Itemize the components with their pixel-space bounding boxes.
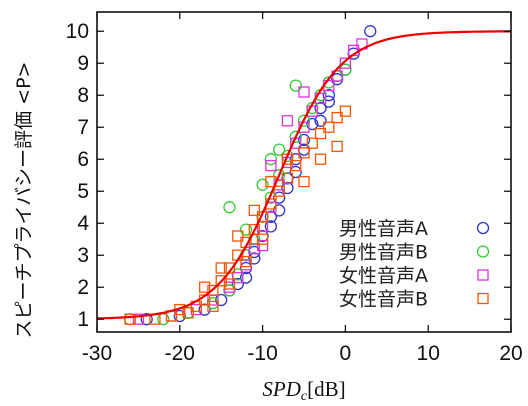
series-1-point (273, 204, 286, 217)
series-4-point (298, 147, 310, 159)
series-4-point (298, 175, 310, 188)
legend-label: 男性音声B (339, 242, 428, 264)
series-1-point (140, 313, 153, 326)
series-4-point (339, 105, 352, 117)
series-4-point (306, 137, 318, 149)
series-3-point (265, 159, 277, 172)
series-1-point (314, 114, 327, 127)
series-2-point (289, 130, 302, 143)
series-2-point (339, 63, 352, 76)
series-4-point (215, 275, 227, 287)
plot-marks (97, 25, 511, 326)
series-1-point (289, 165, 302, 179)
series-1-point (173, 309, 186, 323)
y-tick-label: 4 (77, 212, 89, 235)
y-tick-label: 2 (77, 276, 89, 299)
x-tick-label: 20 (499, 342, 522, 365)
series-2-point (273, 169, 286, 182)
series-4-point (248, 204, 260, 217)
legend-label: 女性音声A (339, 265, 428, 287)
series-4-point (256, 233, 269, 245)
series-4-point (207, 284, 219, 297)
x-tick-label: -10 (247, 342, 277, 365)
series-2-point (239, 223, 253, 236)
y-tick-label: 7 (77, 116, 89, 139)
series-4-point (198, 281, 211, 293)
fit-curve (97, 30, 511, 320)
series-1-point (198, 303, 211, 316)
series-2-point (223, 201, 236, 214)
legend-label: 女性音声B (339, 289, 428, 311)
series-4-point (331, 140, 343, 153)
series-2-point (264, 153, 278, 166)
y-tick-label: 1 (77, 308, 89, 331)
series-4-point (314, 153, 327, 165)
series-4-point (124, 313, 136, 325)
x-tick-label: 10 (417, 342, 440, 365)
series-3-point (232, 271, 244, 284)
legend-marker (477, 292, 489, 305)
y-tick-label: 9 (77, 52, 89, 75)
series-3-point (256, 239, 269, 252)
legend-label: 男性音声A (339, 218, 428, 240)
x-tick-label: 0 (340, 342, 352, 365)
series-1-point (281, 181, 294, 195)
series-1-point (264, 210, 278, 223)
series-4-point (207, 300, 219, 313)
x-tick-label: -30 (82, 342, 112, 365)
series-1-point (364, 25, 377, 38)
series-4-point (273, 185, 285, 197)
series-2-point (256, 178, 269, 191)
y-tick-label: 3 (77, 244, 89, 267)
series-4-point (323, 121, 335, 133)
x-axis: -30 -20 -10 0 10 20 (82, 12, 523, 365)
series-1-point (215, 293, 228, 307)
series-4-point (240, 255, 252, 268)
series-1-point (322, 89, 335, 102)
y-tick-label: 5 (77, 180, 89, 203)
series-1-point (306, 117, 319, 131)
series-1-point (297, 133, 311, 147)
series-1-point (239, 271, 253, 284)
series-2-point (297, 114, 311, 127)
series-4-point (223, 278, 236, 290)
series-1-point (231, 277, 244, 291)
series-4-point (232, 230, 244, 242)
series-4-point (215, 262, 227, 274)
legend-marker (476, 221, 490, 235)
y-axis: 1 2 3 4 5 6 7 8 9 10 (66, 20, 511, 331)
x-tick-label: -20 (165, 342, 195, 365)
x-axis-label: SPDc[dB] (262, 377, 345, 404)
series-4-point (290, 159, 302, 172)
series-3-point (339, 57, 352, 69)
series-1-point (314, 101, 327, 115)
series-4-point (182, 307, 194, 319)
series-4-point (281, 172, 294, 185)
series-1-point (322, 95, 335, 108)
series-3-point (298, 86, 310, 98)
series-3-point (281, 115, 294, 127)
series-3-point (248, 243, 260, 255)
series-4-point (331, 111, 343, 124)
y-axis-label: スピーチプライバシー評価 <P> (13, 62, 35, 339)
series-3-point (132, 313, 145, 325)
series-1-point (264, 220, 278, 233)
series-2-point (223, 284, 236, 297)
series-4-point (248, 223, 260, 236)
legend-marker (476, 245, 490, 258)
plot-frame (96, 11, 512, 333)
series-2-point (289, 79, 302, 92)
y-tick-label: 10 (66, 20, 89, 43)
series-2-point (273, 143, 286, 156)
series-1-point (273, 191, 286, 204)
series-1-point (289, 153, 302, 166)
series-4-point (314, 127, 327, 140)
legend-marker (477, 269, 489, 281)
y-tick-label: 6 (77, 148, 89, 171)
series-1-point (248, 252, 261, 265)
y-tick-label: 8 (77, 84, 89, 107)
